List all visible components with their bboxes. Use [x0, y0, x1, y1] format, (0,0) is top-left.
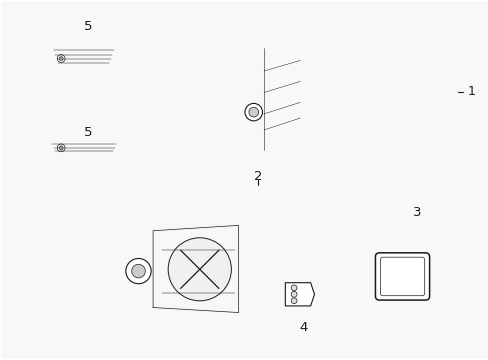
Polygon shape — [149, 212, 261, 228]
FancyBboxPatch shape — [375, 253, 429, 300]
Circle shape — [290, 298, 296, 303]
Text: 3: 3 — [412, 206, 421, 219]
Polygon shape — [46, 50, 121, 60]
Polygon shape — [162, 228, 234, 310]
Circle shape — [59, 57, 63, 60]
Polygon shape — [46, 60, 121, 67]
Circle shape — [244, 103, 262, 121]
Polygon shape — [242, 212, 261, 316]
Polygon shape — [281, 24, 326, 32]
Circle shape — [59, 146, 63, 150]
Text: 5: 5 — [83, 126, 92, 139]
Polygon shape — [149, 289, 162, 305]
Polygon shape — [249, 98, 255, 126]
Bar — [249, 15, 458, 168]
Polygon shape — [259, 28, 302, 158]
Circle shape — [131, 264, 145, 278]
Polygon shape — [121, 48, 129, 67]
Circle shape — [290, 285, 296, 291]
Polygon shape — [149, 223, 242, 316]
Polygon shape — [51, 154, 117, 158]
Text: 1: 1 — [467, 85, 475, 98]
Circle shape — [125, 258, 151, 284]
Polygon shape — [259, 26, 324, 39]
Polygon shape — [266, 141, 302, 160]
Circle shape — [290, 291, 296, 297]
Polygon shape — [122, 141, 129, 156]
Polygon shape — [127, 246, 149, 296]
Text: 2: 2 — [253, 170, 262, 183]
Polygon shape — [46, 143, 122, 154]
Circle shape — [248, 107, 258, 117]
Bar — [135, 185, 467, 350]
Circle shape — [57, 55, 65, 62]
Polygon shape — [285, 283, 314, 306]
Circle shape — [57, 144, 65, 152]
Text: 5: 5 — [83, 20, 92, 33]
Text: 4: 4 — [299, 321, 307, 334]
Circle shape — [168, 238, 231, 301]
Polygon shape — [264, 34, 300, 152]
